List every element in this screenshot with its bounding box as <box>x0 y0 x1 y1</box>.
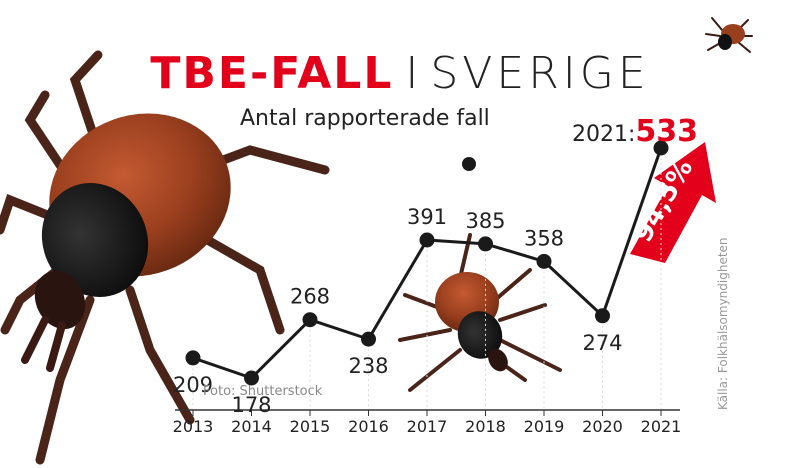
line-segment <box>367 239 429 340</box>
data-label: 178 <box>231 393 271 417</box>
final-year: 2021: <box>572 122 636 147</box>
stray-dot <box>462 157 476 171</box>
x-tick-label: 2013 <box>173 417 214 436</box>
final-value: 533 <box>635 114 699 149</box>
x-tick-label: 2014 <box>231 417 272 436</box>
data-label: 209 <box>173 373 213 397</box>
x-tick-label: 2019 <box>524 417 565 436</box>
title-separator: I <box>405 48 419 99</box>
chart-subtitle: Antal rapporterade fall <box>240 106 490 131</box>
line-segment <box>250 318 312 380</box>
chart-title: TBE-FALL I SVERIGE <box>0 48 800 99</box>
source-label: Källa: Folkhälsomyndigheten <box>716 237 730 410</box>
data-point <box>302 312 318 328</box>
data-point <box>595 308 610 324</box>
line-segment <box>426 238 486 246</box>
title-light: SVERIGE <box>430 48 650 99</box>
x-tick-label: 2017 <box>407 417 448 436</box>
data-point <box>361 331 376 347</box>
data-point <box>653 140 669 156</box>
title-bold: TBE-FALL <box>150 48 394 99</box>
data-label: 274 <box>582 331 622 355</box>
data-label: 238 <box>348 354 388 378</box>
tick-photo-large <box>0 50 330 465</box>
data-label: 385 <box>465 209 505 233</box>
line-segment <box>309 318 369 341</box>
line-segment <box>542 260 604 317</box>
x-tick-label: 2020 <box>582 417 623 436</box>
data-point <box>478 236 493 252</box>
data-point <box>419 232 435 248</box>
photo-credit: Foto: Shutterstock <box>203 384 323 399</box>
data-label: 358 <box>524 226 564 250</box>
x-tick-label: 2016 <box>348 417 389 436</box>
data-point <box>185 350 201 366</box>
series-line <box>192 147 663 380</box>
data-point <box>536 253 552 269</box>
x-tick-label: 2015 <box>290 417 331 436</box>
data-label: 268 <box>290 285 330 309</box>
data-label: 391 <box>407 205 447 229</box>
data-point <box>244 370 259 386</box>
x-tick-label: 2021 <box>641 417 682 436</box>
line-segment <box>192 356 252 380</box>
tick-photo-small <box>398 233 562 392</box>
tick-icon <box>705 17 753 53</box>
x-tick-label: 2018 <box>465 417 506 436</box>
data-labels: 209 178 268 238 391 385 358 274 <box>173 205 623 417</box>
final-value-label: 2021:533 <box>572 114 698 149</box>
x-axis: 2013 2014 2015 2016 2017 2018 2019 2020 2021 <box>173 148 682 436</box>
line-segment <box>601 147 663 317</box>
line-segment <box>485 242 545 263</box>
data-points <box>185 140 669 386</box>
